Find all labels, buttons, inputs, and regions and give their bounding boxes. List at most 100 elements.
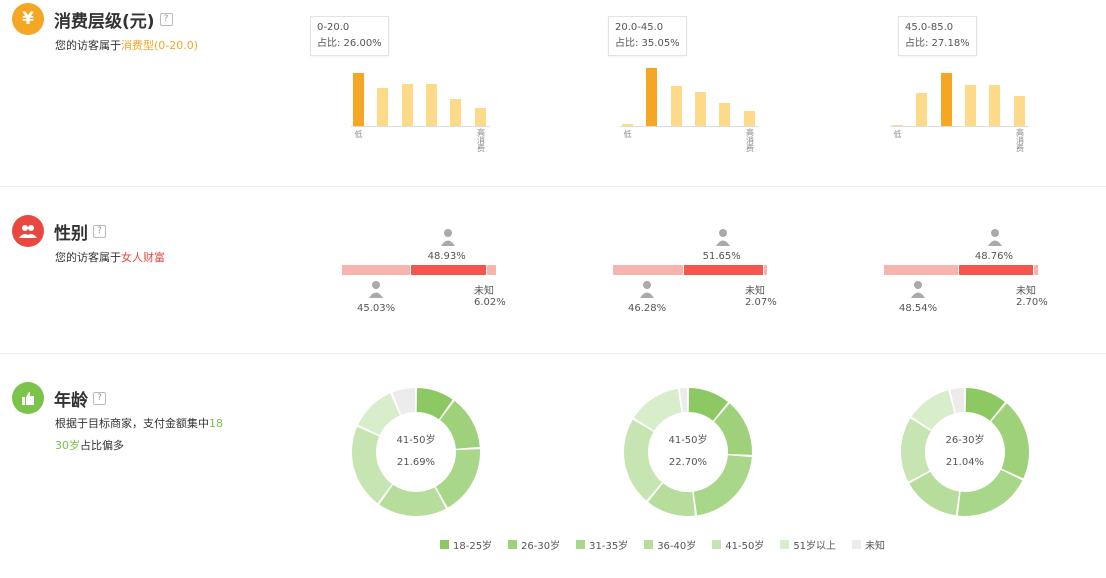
spend-bar[interactable] [353, 73, 364, 126]
donut-slice[interactable] [991, 403, 1029, 479]
age-desc-text: 根据于目标商家，支付金额集中 [55, 417, 209, 430]
legend-item[interactable]: 36-40岁 [644, 537, 696, 552]
legend-swatch [712, 540, 722, 549]
donut-center-label: 41-50岁 21.69% [376, 430, 456, 474]
gender-bar-unknown[interactable] [486, 265, 496, 275]
donut-slice[interactable] [679, 388, 688, 413]
gender-bar-unknown[interactable] [1033, 265, 1038, 275]
help-icon[interactable]: ? [93, 391, 106, 405]
unknown-label: 未知 [474, 286, 494, 297]
donut-slice[interactable] [688, 388, 728, 421]
age-desc-highlight: 30岁 [55, 439, 80, 452]
legend-swatch [780, 540, 790, 549]
gender-bar-male[interactable] [613, 265, 684, 275]
yen-icon: ¥ [12, 3, 44, 35]
legend-item[interactable]: 未知 [852, 537, 885, 552]
x-tick-label: 低 [893, 130, 902, 138]
legend-item[interactable]: 51岁以上 [780, 537, 836, 552]
legend-swatch [576, 540, 586, 549]
donut-slice[interactable] [624, 419, 662, 501]
divider [0, 186, 1106, 187]
spend-bar[interactable] [670, 85, 682, 126]
legend-label: 31-35岁 [589, 541, 629, 552]
spend-bar[interactable] [719, 102, 731, 126]
tooltip-share: 占比: 26.00% [317, 38, 382, 49]
spend-bar[interactable] [450, 98, 462, 126]
age-legend: 18-25岁 26-30岁 31-35岁 36-40岁 41-50岁 51岁以上 未知 [440, 537, 901, 552]
donut-slice[interactable] [392, 388, 416, 415]
legend-item[interactable]: 26-30岁 [508, 537, 560, 552]
female-icon [987, 228, 1003, 246]
donut-center-category: 41-50岁 [396, 435, 436, 446]
gender-desc-text: 您的访客属于 [55, 251, 121, 264]
gender-bar-unknown[interactable] [763, 265, 767, 275]
age-donut-chart [624, 388, 752, 516]
spend-bar[interactable] [1013, 96, 1025, 126]
help-icon[interactable]: ? [93, 224, 106, 238]
spend-bar[interactable] [940, 73, 952, 126]
unknown-label: 未知 [1016, 286, 1036, 297]
spend-bar[interactable] [989, 84, 1001, 126]
x-tick-label: 高消费 [476, 128, 486, 152]
x-axis [620, 126, 759, 127]
unknown-share-label: 6.02% [474, 297, 506, 308]
legend-swatch [644, 540, 654, 549]
legend-swatch [852, 540, 862, 549]
donut-slice[interactable] [648, 483, 695, 516]
donut-slice[interactable] [965, 388, 1005, 421]
donut-slice[interactable] [714, 403, 752, 455]
legend-item[interactable]: 41-50岁 [712, 537, 764, 552]
donut-slice[interactable] [440, 400, 480, 449]
donut-slice[interactable] [911, 390, 955, 430]
help-icon[interactable]: ? [159, 12, 173, 26]
male-icon [639, 280, 655, 298]
tooltip-range: 0-20.0 [317, 22, 350, 33]
donut-slice[interactable] [950, 388, 965, 414]
donut-slice[interactable] [358, 393, 400, 436]
donut-slice[interactable] [909, 471, 960, 516]
spend-section-header: ¥ 消费层级(元) ? [12, 3, 173, 35]
x-axis [890, 126, 1029, 127]
gender-bar-female[interactable] [411, 265, 486, 275]
donut-slice[interactable] [693, 455, 752, 516]
gender-bar-male[interactable] [884, 265, 958, 275]
bar-tooltip: 20.0-45.0 占比: 35.05% [608, 16, 687, 56]
male-icon [368, 280, 384, 298]
female-share-label: 48.93% [427, 251, 466, 262]
legend-swatch [440, 540, 449, 549]
spend-bar[interactable] [622, 123, 633, 126]
legend-label: 41-50岁 [725, 541, 765, 552]
legend-item[interactable]: 18-25岁 [440, 537, 492, 552]
spend-bar[interactable] [743, 111, 755, 126]
spend-bar[interactable] [964, 84, 976, 126]
legend-item[interactable]: 31-35岁 [576, 537, 628, 552]
donut-slice[interactable] [416, 388, 453, 420]
donut-slice[interactable] [379, 484, 446, 516]
spend-bar[interactable] [474, 108, 486, 126]
gender-bar-male[interactable] [342, 265, 411, 275]
hand-icon [12, 382, 44, 414]
donut-slice[interactable] [901, 418, 931, 482]
spend-bar[interactable] [646, 68, 658, 126]
spend-bar[interactable] [401, 83, 413, 126]
spend-bar[interactable] [377, 88, 389, 126]
spend-bar[interactable] [425, 83, 437, 126]
legend-label: 未知 [865, 541, 886, 552]
male-share-label: 45.03% [357, 303, 396, 314]
spend-bar[interactable] [694, 92, 706, 126]
gender-bar-female[interactable] [684, 265, 763, 275]
donut-slice[interactable] [435, 449, 480, 508]
unknown-share-label: 2.70% [1016, 297, 1048, 308]
gender-bar-female[interactable] [958, 265, 1033, 275]
spend-bar[interactable] [916, 93, 928, 126]
legend-swatch [508, 540, 518, 549]
donut-slice[interactable] [633, 388, 682, 431]
female-share-label: 51.65% [702, 251, 741, 262]
donut-slice[interactable] [957, 469, 1023, 516]
legend-label: 36-40岁 [657, 541, 697, 552]
donut-center-category: 26-30岁 [945, 435, 985, 446]
spend-bar[interactable] [892, 124, 903, 126]
bar-tooltip: 45.0-85.0 占比: 27.18% [898, 16, 977, 56]
donut-slice[interactable] [352, 426, 392, 504]
tooltip-share: 占比: 27.18% [905, 38, 970, 49]
